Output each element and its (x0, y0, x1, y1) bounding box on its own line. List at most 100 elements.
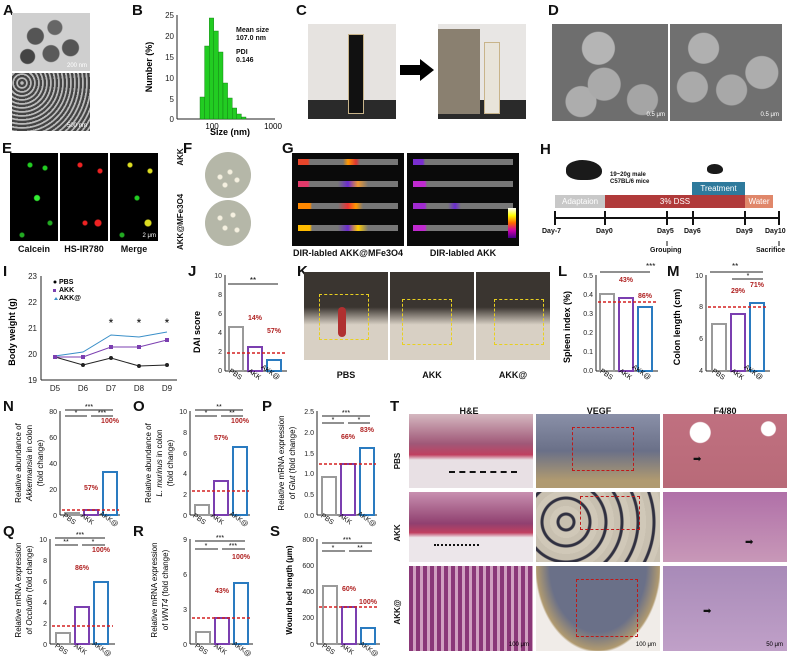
day-label: Day5 (657, 228, 674, 235)
svg-text:4: 4 (183, 471, 187, 478)
svg-text:AKK@: AKK@ (59, 295, 81, 302)
svg-text:25: 25 (165, 11, 174, 20)
significance-marker: *** (646, 262, 656, 271)
mouse-icon-large (566, 160, 602, 180)
svg-text:D9: D9 (162, 384, 173, 393)
panel-label-o: O (133, 398, 145, 415)
svg-text:10: 10 (695, 273, 703, 280)
svg-text:***: *** (229, 543, 237, 550)
phase-water: Water (745, 195, 773, 208)
svg-text:83%: 83% (360, 427, 375, 434)
caption-dir-akk: DIR-labled AKK (429, 248, 497, 258)
svg-text:2: 2 (218, 349, 222, 356)
svg-text:of WNT4 (fold change): of WNT4 (fold change) (161, 549, 170, 630)
svg-text:of Occludin (fold change): of Occludin (fold change) (25, 545, 34, 634)
panel-label-k: K (297, 263, 308, 280)
svg-text:*: * (205, 410, 208, 417)
mouse-strain-text: C57BL/6 mice (610, 179, 650, 185)
svg-text:*: * (109, 316, 114, 330)
phase-dss-label: 3% DSS (659, 197, 691, 206)
legend-pbs: PBS (59, 279, 74, 286)
svg-text:0.5: 0.5 (583, 273, 593, 280)
mouse-photo-akk (390, 272, 474, 360)
svg-text:Relative abundance of: Relative abundance of (14, 422, 23, 502)
histology-pbs-he (409, 414, 533, 488)
dir-imaging-akk-mfe3o4 (292, 153, 404, 246)
size-distribution-chart: 25 20 15 10 5 0 100 1000 Size (nm) Number (%) (144, 11, 282, 137)
svg-text:100%: 100% (231, 418, 250, 425)
svg-text:AKK: AKK (729, 368, 745, 382)
day-label: Day6 (684, 228, 701, 235)
svg-text:PBS: PBS (598, 368, 614, 382)
svg-text:Body weight (g): Body weight (g) (7, 298, 17, 366)
panel-label-c: C (296, 2, 307, 19)
svg-text:DAI score: DAI score (192, 311, 202, 353)
svg-text:Wound bed length (μm): Wound bed length (μm) (285, 545, 294, 635)
mouse-icon-small (707, 164, 723, 174)
svg-text:4: 4 (218, 330, 222, 337)
column-header-he: H&E (459, 406, 479, 416)
histology-akkat-vegf: 100 μm (536, 566, 660, 651)
svg-text:100: 100 (205, 122, 219, 131)
svg-text:0: 0 (183, 513, 187, 520)
svg-text:***: *** (216, 535, 224, 542)
svg-text:*: * (75, 410, 78, 417)
row-label-akk-at: AKK@ (393, 599, 402, 625)
svg-text:D8: D8 (134, 384, 145, 393)
scalebar-label: 2 μm (142, 233, 156, 239)
svg-text:Size (nm): Size (nm) (210, 127, 250, 137)
svg-text:(fold change): (fold change) (36, 439, 45, 486)
mouse-photo-pbs (304, 272, 388, 360)
svg-text:100%: 100% (101, 418, 120, 425)
caption-akk: AKK (422, 370, 442, 380)
svg-text:20: 20 (49, 487, 57, 494)
mouse-description: 19~20g male C57BL/6 mice (610, 172, 649, 186)
panel-label-q: Q (3, 523, 15, 540)
svg-text:of Glut (fold change): of Glut (fold change) (288, 426, 297, 499)
svg-text:0.5: 0.5 (304, 492, 314, 499)
svg-text:***: *** (98, 410, 106, 417)
panel-label-m: M (667, 263, 680, 280)
svg-text:57%: 57% (214, 435, 229, 442)
svg-text:D7: D7 (106, 384, 117, 393)
panel-label-d: D (548, 2, 559, 19)
svg-text:10: 10 (214, 273, 222, 280)
svg-text:Number (%): Number (%) (144, 42, 154, 93)
panel-label-l: L (558, 263, 568, 280)
svg-text:200: 200 (302, 615, 314, 622)
panel-label-s: S (270, 523, 281, 540)
svg-text:*: * (165, 316, 170, 330)
svg-text:71%: 71% (750, 282, 765, 289)
svg-text:2: 2 (183, 492, 187, 499)
colony-plate-akk-mfe3o4 (205, 200, 251, 246)
svg-text:6: 6 (43, 579, 47, 586)
svg-text:***: *** (343, 537, 351, 544)
svg-text:10: 10 (165, 74, 174, 83)
svg-text:10: 10 (39, 537, 47, 544)
caption-merge: Merge (120, 244, 148, 254)
svg-text:20: 20 (28, 350, 37, 359)
treatment-label: Treatment (700, 184, 737, 193)
svg-text:0.1: 0.1 (583, 349, 593, 356)
svg-text:**: ** (63, 539, 69, 546)
mean-size-value: 107.0 nm (236, 35, 266, 42)
row-label-akk-mfe3o4: AKK@MFe3O4 (176, 193, 185, 250)
svg-text:8: 8 (43, 558, 47, 565)
dir-imaging-akk (407, 153, 519, 246)
svg-text:80: 80 (49, 409, 57, 416)
pdi-label: PDI (236, 49, 248, 56)
svg-text:43%: 43% (619, 277, 634, 284)
svg-text:0: 0 (310, 642, 314, 649)
caption-akk-at: AKK@ (498, 370, 528, 380)
svg-text:*: * (358, 417, 361, 424)
scalebar-label: 500 nm (66, 123, 87, 129)
row-label-akk: AKK (393, 524, 402, 542)
svg-text:100%: 100% (92, 547, 111, 554)
phase-dss: 3% DSS (605, 195, 745, 208)
svg-text:0: 0 (43, 642, 47, 649)
svg-text:**: ** (216, 404, 222, 411)
